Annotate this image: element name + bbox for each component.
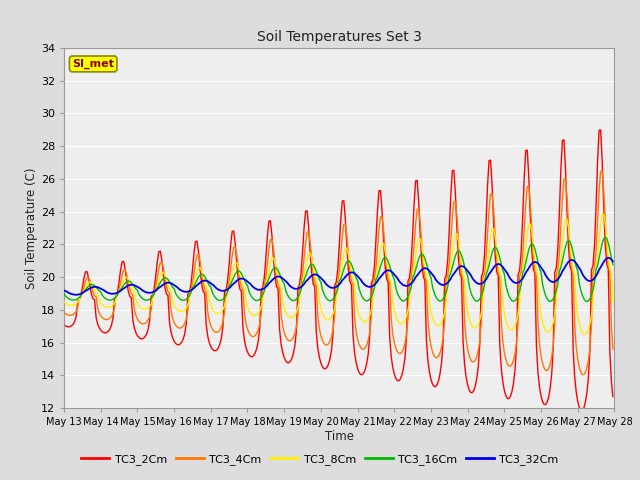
Text: SI_met: SI_met (72, 59, 114, 69)
Y-axis label: Soil Temperature (C): Soil Temperature (C) (25, 167, 38, 289)
Title: Soil Temperatures Set 3: Soil Temperatures Set 3 (257, 30, 422, 44)
X-axis label: Time: Time (324, 430, 354, 443)
Legend: TC3_2Cm, TC3_4Cm, TC3_8Cm, TC3_16Cm, TC3_32Cm: TC3_2Cm, TC3_4Cm, TC3_8Cm, TC3_16Cm, TC3… (77, 450, 563, 469)
